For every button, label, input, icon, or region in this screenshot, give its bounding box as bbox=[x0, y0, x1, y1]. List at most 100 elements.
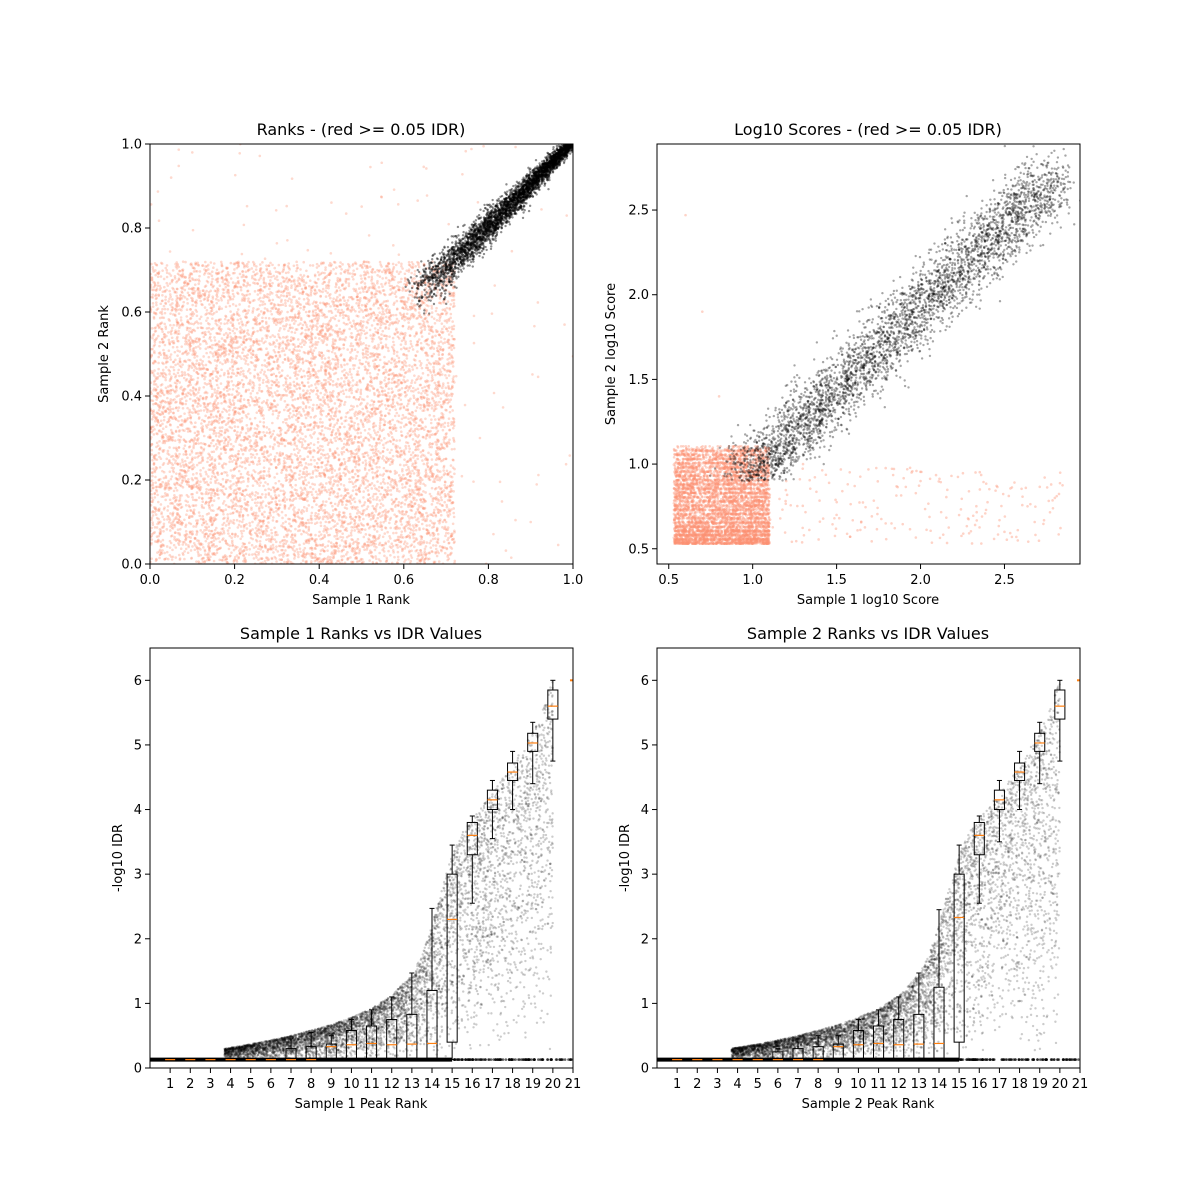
point bbox=[226, 299, 230, 302]
point bbox=[415, 343, 418, 347]
point bbox=[427, 451, 430, 455]
point bbox=[321, 271, 324, 275]
point bbox=[159, 371, 163, 375]
point bbox=[198, 347, 202, 350]
point bbox=[196, 405, 199, 408]
point bbox=[215, 548, 219, 552]
point bbox=[313, 424, 317, 427]
point bbox=[381, 504, 385, 507]
point bbox=[311, 476, 314, 479]
point bbox=[407, 488, 411, 491]
point bbox=[311, 482, 314, 486]
point bbox=[357, 456, 360, 460]
point bbox=[176, 528, 180, 531]
point bbox=[348, 368, 352, 371]
point bbox=[241, 270, 244, 273]
point bbox=[343, 359, 346, 362]
point bbox=[209, 441, 213, 445]
point bbox=[358, 264, 362, 267]
point bbox=[209, 436, 213, 439]
point bbox=[419, 549, 422, 552]
point bbox=[249, 536, 253, 540]
point bbox=[380, 337, 383, 340]
point bbox=[324, 369, 328, 373]
point bbox=[229, 261, 233, 265]
point bbox=[350, 494, 353, 497]
point bbox=[284, 468, 288, 471]
point bbox=[236, 526, 240, 529]
point bbox=[224, 285, 228, 289]
point bbox=[427, 383, 431, 387]
point bbox=[340, 422, 344, 425]
point bbox=[246, 438, 249, 441]
point bbox=[435, 306, 438, 310]
point bbox=[270, 500, 274, 504]
point bbox=[204, 470, 208, 474]
point bbox=[161, 330, 164, 334]
point bbox=[232, 518, 236, 522]
point bbox=[210, 491, 214, 495]
point bbox=[236, 308, 240, 311]
point bbox=[269, 272, 273, 276]
point bbox=[239, 510, 242, 514]
point bbox=[347, 544, 351, 548]
point bbox=[346, 299, 350, 302]
point bbox=[320, 351, 323, 354]
point bbox=[309, 463, 313, 466]
point bbox=[276, 440, 279, 444]
point bbox=[396, 555, 400, 559]
point bbox=[308, 345, 312, 349]
point bbox=[272, 429, 276, 433]
point bbox=[420, 514, 424, 517]
point bbox=[307, 428, 311, 432]
point bbox=[209, 332, 212, 336]
point bbox=[264, 544, 267, 548]
point bbox=[217, 496, 220, 500]
point bbox=[315, 266, 319, 269]
point bbox=[302, 280, 306, 284]
point bbox=[381, 302, 384, 305]
point bbox=[432, 544, 435, 547]
point bbox=[358, 358, 361, 362]
point bbox=[172, 466, 176, 470]
point bbox=[321, 517, 325, 521]
point bbox=[326, 549, 329, 552]
point bbox=[436, 498, 440, 501]
point bbox=[268, 299, 271, 303]
point bbox=[201, 360, 204, 363]
point bbox=[375, 466, 379, 469]
point bbox=[276, 389, 279, 393]
point bbox=[393, 423, 397, 427]
point bbox=[400, 430, 403, 434]
point bbox=[323, 271, 326, 275]
point bbox=[226, 513, 229, 516]
point bbox=[241, 514, 245, 517]
point bbox=[325, 286, 328, 290]
point bbox=[212, 303, 215, 307]
point bbox=[319, 391, 323, 395]
point bbox=[226, 422, 230, 425]
point bbox=[230, 532, 234, 536]
point bbox=[254, 497, 257, 501]
point bbox=[363, 428, 367, 432]
point bbox=[160, 337, 164, 341]
point bbox=[270, 292, 274, 295]
point bbox=[329, 541, 333, 545]
point bbox=[163, 322, 166, 326]
point bbox=[396, 546, 400, 549]
point bbox=[374, 555, 377, 558]
point bbox=[411, 469, 414, 473]
point bbox=[297, 525, 300, 528]
point bbox=[172, 323, 175, 327]
point bbox=[271, 263, 274, 267]
point bbox=[366, 420, 369, 424]
point bbox=[394, 313, 398, 317]
point bbox=[328, 516, 332, 519]
point bbox=[223, 441, 226, 445]
point bbox=[339, 272, 343, 275]
point bbox=[453, 561, 456, 564]
point bbox=[412, 529, 415, 532]
point bbox=[362, 535, 366, 539]
point bbox=[328, 447, 332, 451]
point bbox=[442, 464, 446, 468]
